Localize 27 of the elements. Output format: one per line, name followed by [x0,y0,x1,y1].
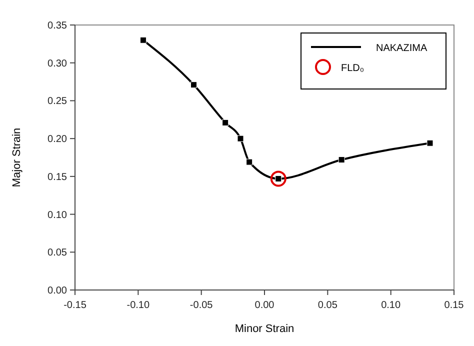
legend-label: FLD₀ [341,63,364,74]
legend-label: NAKAZIMA [376,43,428,54]
y-tick-label: 0.30 [48,58,68,70]
point [426,140,434,146]
point [222,119,229,126]
x-tick-label: -0.15 [64,300,87,311]
x-tick-label: 0.10 [381,300,401,311]
point [140,36,146,44]
x-tick-label: -0.05 [190,300,214,311]
y-tick-label: 0.20 [48,134,68,146]
x-tick-label: 0.05 [318,300,338,311]
y-tick-label: 0.10 [48,210,68,221]
y-tick-label: 0.25 [48,96,68,108]
y-tick-label: 0.35 [48,20,68,32]
y-tick-label: 0.05 [48,248,68,259]
y-tick-label: 0.00 [48,286,68,296]
point [190,82,198,88]
point [270,170,286,187]
y-axis-title: Major Strain [11,128,23,188]
x-axis-title: Minor Strain [234,323,294,335]
point [237,135,244,142]
x-tick-label: 0.15 [444,300,464,311]
x-tick-label: -0.10 [126,300,150,311]
y-tick-label: 0.15 [48,172,68,183]
point [338,156,345,164]
point [246,158,253,166]
x-tick-label: 0.00 [254,300,275,311]
